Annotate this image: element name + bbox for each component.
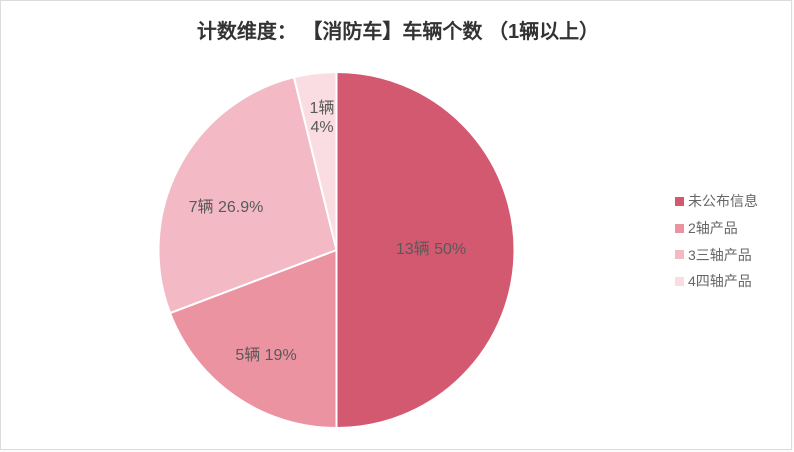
svg-text:1辆: 1辆 [310, 99, 335, 117]
svg-text:5辆 19%: 5辆 19% [235, 346, 296, 364]
svg-text:7辆 26.9%: 7辆 26.9% [189, 198, 264, 216]
svg-text:13辆 50%: 13辆 50% [396, 240, 466, 258]
svg-text:4%: 4% [310, 119, 333, 136]
